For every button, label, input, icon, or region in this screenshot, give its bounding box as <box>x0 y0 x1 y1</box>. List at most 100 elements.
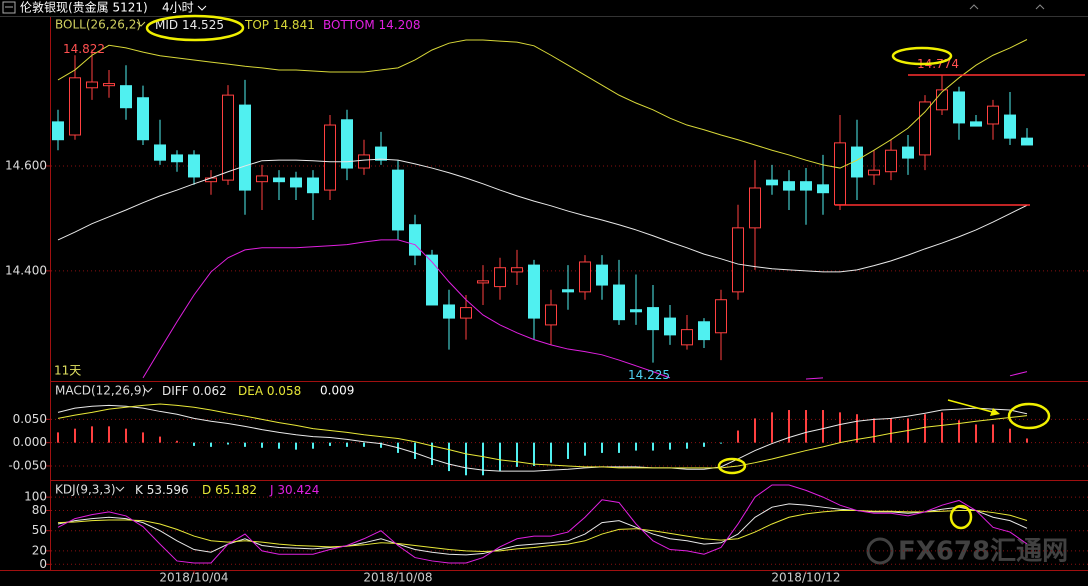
candle-body <box>613 284 625 321</box>
indicator-line <box>57 510 1028 553</box>
macd-bar <box>516 442 518 467</box>
candle-body <box>681 329 693 346</box>
macd-bar <box>278 442 280 449</box>
y-tick-label: 20 <box>32 543 47 557</box>
indicator-readout: DEA 0.058 <box>238 384 301 398</box>
indicator-line <box>57 158 1028 273</box>
macd-bar <box>771 412 773 443</box>
macd-bar <box>1009 428 1011 443</box>
indicator-readout: DIFF 0.062 <box>162 384 227 398</box>
candle-body <box>171 154 183 163</box>
candle-body <box>885 149 897 173</box>
candle-body <box>545 304 557 326</box>
readout-name: DEA <box>238 384 264 398</box>
candle-body <box>358 154 370 169</box>
low-label: 14.225 <box>628 368 670 382</box>
candle-body <box>664 317 676 336</box>
readout-value: 30.424 <box>277 483 319 497</box>
macd-bar <box>329 442 331 446</box>
macd-bar <box>788 410 790 443</box>
candle-body <box>698 321 710 341</box>
macd-bar <box>754 418 756 443</box>
macd-bar <box>74 428 76 443</box>
macd-bar <box>703 442 705 447</box>
candle-body <box>970 121 982 127</box>
candle-body <box>1021 137 1033 146</box>
candle-body <box>307 177 319 194</box>
readout-name: D <box>202 483 211 497</box>
macd-bar <box>125 428 127 443</box>
macd-bar <box>856 414 858 443</box>
macd-bar <box>210 442 212 447</box>
macd-bar <box>550 442 552 463</box>
macd-bar <box>975 424 977 443</box>
macd-bar <box>584 442 586 456</box>
candle-body <box>902 146 914 159</box>
indicator-name: BOLL(26,26,2) <box>55 18 141 32</box>
macd-bar <box>142 432 144 443</box>
macd-bar <box>618 442 620 453</box>
candle-body <box>1004 114 1016 139</box>
indicator-dropdown[interactable] <box>143 387 153 393</box>
highlight-ellipse <box>891 46 953 66</box>
macd-bar <box>890 418 892 443</box>
candle-body <box>936 89 948 111</box>
x-tick-label: 2018/10/08 <box>363 571 432 585</box>
candle-body <box>103 83 115 87</box>
collapse-button[interactable] <box>969 4 979 10</box>
candle-body <box>409 224 421 256</box>
macd-bar <box>652 442 654 451</box>
indicator-readout: BOTTOM 14.208 <box>323 18 421 32</box>
macd-bar <box>380 442 382 448</box>
candle-body <box>817 184 829 194</box>
candle-body <box>341 119 353 169</box>
macd-bar <box>601 442 603 453</box>
indicator-line <box>57 39 1028 169</box>
macd-bar <box>261 442 263 448</box>
collapse-button[interactable] <box>1035 4 1045 10</box>
indicator-dropdown[interactable] <box>115 486 125 492</box>
indicator-readout: MID 14.525 <box>155 18 224 32</box>
readout-name: MID <box>155 18 178 32</box>
candle-body <box>86 81 98 89</box>
candle-body <box>647 307 659 331</box>
macd-bar <box>992 424 994 443</box>
readout-name: TOP <box>244 18 269 32</box>
indicator-line <box>142 239 1028 380</box>
plot-layer: 14.40014.60014.82214.77414.22511天2018/10… <box>5 18 1088 585</box>
indicator-readout: TOP 14.841 <box>244 18 315 32</box>
macd-bar <box>720 442 722 444</box>
x-tick-label: 2018/10/12 <box>771 571 840 585</box>
macd-bar <box>839 412 841 443</box>
period-selector[interactable]: 4小时 <box>162 1 194 15</box>
period-dropdown-arrow[interactable] <box>197 5 207 11</box>
candle-body <box>953 91 965 124</box>
readout-value: 65.182 <box>215 483 257 497</box>
candle-body <box>494 267 506 288</box>
readout-name: DIFF <box>162 384 189 398</box>
macd-bar <box>567 442 569 459</box>
macd-bar <box>414 442 416 459</box>
candle-body <box>579 261 591 293</box>
candle-body <box>290 177 302 188</box>
macd-bar <box>1026 438 1028 443</box>
indicator-dropdown[interactable] <box>136 21 146 27</box>
macd-bar <box>533 442 535 466</box>
candle-body <box>188 154 200 178</box>
candle-body <box>426 254 438 306</box>
candle-body <box>732 227 744 293</box>
y-tick-label: 0 <box>39 557 47 571</box>
highlight-ellipse <box>1007 402 1051 430</box>
candle-body <box>630 309 642 313</box>
macd-bar <box>941 412 943 443</box>
macd-bar <box>193 442 195 446</box>
macd-bar <box>482 442 484 476</box>
macd-bar <box>91 426 93 443</box>
y-tick-label: 80 <box>32 503 47 517</box>
candle-body <box>69 77 81 136</box>
candle-body <box>273 177 285 183</box>
indicator-readout: K 53.596 <box>135 483 189 497</box>
instrument-title[interactable]: 伦敦银现(贵金属 5121) <box>20 0 148 15</box>
candle-body <box>324 124 336 191</box>
candle-body <box>562 289 574 293</box>
